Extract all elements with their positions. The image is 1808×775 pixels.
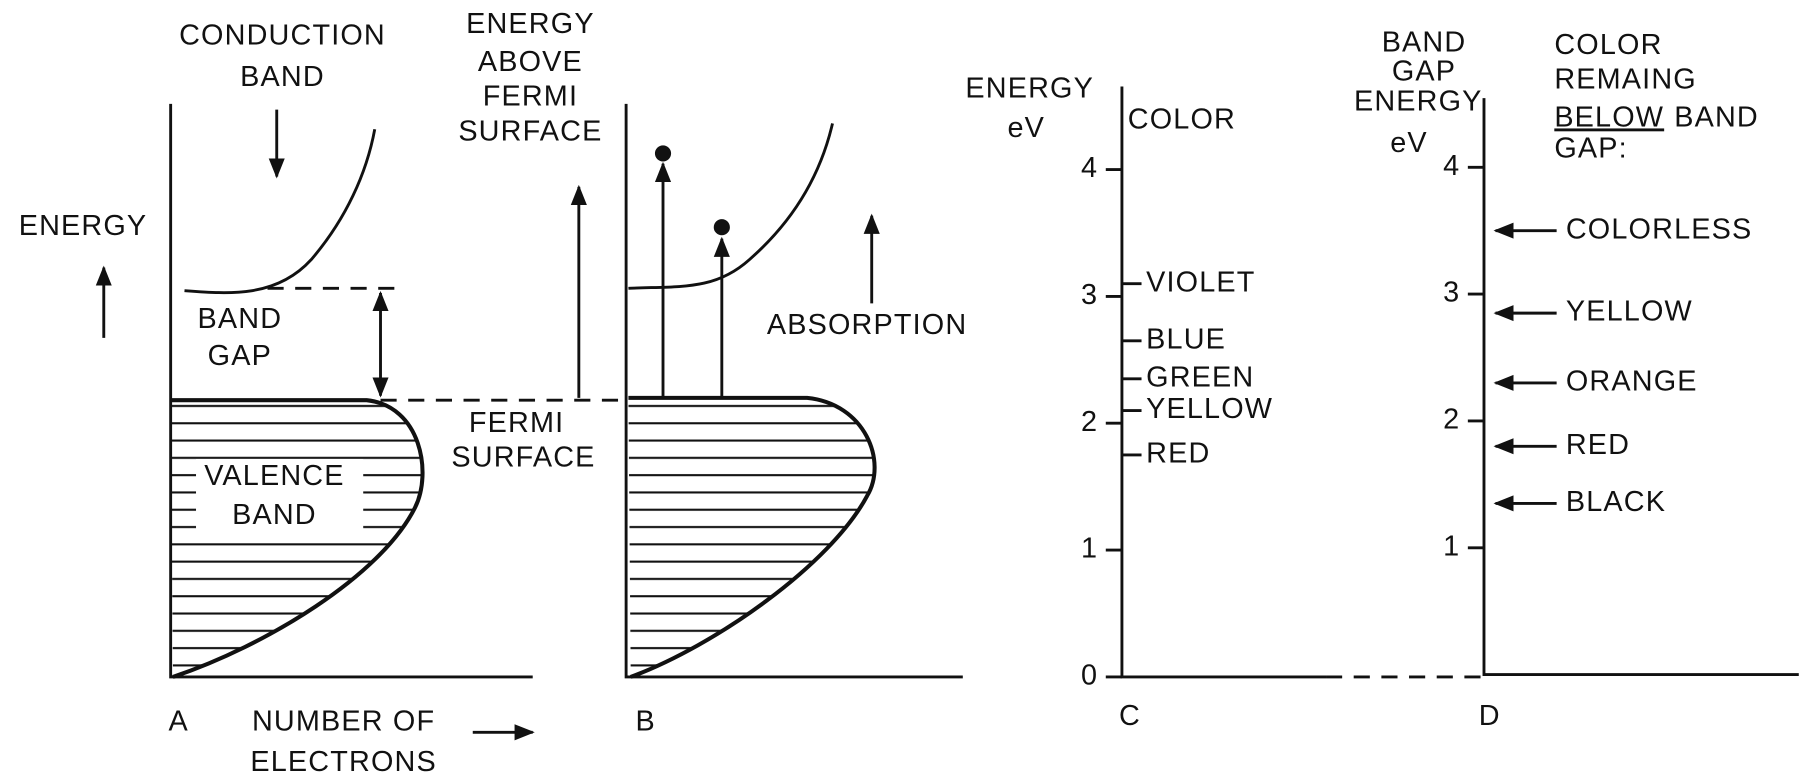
label: BAND: [1382, 26, 1467, 58]
color-label: RED: [1146, 438, 1210, 470]
label: COLOR: [1128, 104, 1236, 136]
label: CONDUCTION: [179, 20, 386, 52]
color-label: COLORLESS: [1566, 213, 1753, 245]
label: B: [636, 706, 656, 738]
fermi: ENERGY ABOVE FERMI SURFACE FERMI SURFACE: [451, 8, 602, 474]
tick-label: 4: [1443, 150, 1460, 182]
tick-label: 1: [1081, 533, 1098, 565]
label: ENERGY: [466, 8, 595, 40]
color-label: VIOLET: [1146, 266, 1255, 298]
tick-label: 4: [1081, 152, 1098, 184]
label: eV: [1390, 127, 1428, 159]
label: GAP:: [1554, 133, 1627, 165]
tick-label: 0: [1081, 660, 1098, 692]
label: ABOVE: [478, 46, 583, 78]
color-label: YELLOW: [1146, 393, 1273, 425]
label: FERMI: [483, 81, 578, 113]
label: C: [1119, 700, 1141, 732]
label: FERMI: [469, 407, 564, 439]
tick-label: 1: [1443, 530, 1460, 562]
label: BAND: [1674, 101, 1759, 133]
label: VALENCE: [204, 460, 344, 492]
label: ENERGY: [965, 73, 1094, 105]
color-label: ORANGE: [1566, 365, 1698, 397]
label: ENERGY: [19, 210, 148, 242]
label: ENERGY: [1354, 85, 1483, 117]
label: SURFACE: [458, 115, 602, 147]
label: GAP: [1392, 55, 1456, 87]
label: BAND: [198, 303, 283, 335]
label: ABSORPTION: [767, 309, 967, 341]
label: BELOW: [1554, 101, 1664, 133]
tick-label: 3: [1081, 279, 1098, 311]
label: COLOR: [1554, 29, 1662, 61]
tick-label: 3: [1443, 277, 1460, 309]
color-label: BLUE: [1146, 323, 1226, 355]
label: BAND: [232, 499, 317, 531]
color-label: YELLOW: [1566, 296, 1693, 328]
tick-label: 2: [1443, 404, 1460, 436]
color-label: RED: [1566, 429, 1630, 461]
label: SURFACE: [451, 442, 595, 474]
tick-label: 2: [1081, 406, 1098, 438]
label: GAP: [208, 340, 272, 372]
panel-d: BAND GAP ENERGY eV COLOR REMAING BELOW B…: [1354, 26, 1799, 732]
label: eV: [1007, 112, 1045, 144]
panel-b: ABSORPTION B: [624, 103, 967, 738]
color-label: GREEN: [1146, 361, 1254, 393]
label: D: [1479, 700, 1501, 732]
label: REMAING: [1554, 63, 1697, 95]
label: A: [169, 706, 189, 738]
label: NUMBER OF: [252, 706, 435, 738]
label: BAND: [240, 61, 325, 93]
label: ELECTRONS: [250, 746, 436, 775]
color-label: BLACK: [1566, 486, 1666, 518]
panel-c: ENERGY eV COLOR C 0 1 2 3 4 VIOLET BLUE GREENYE…: [965, 73, 1484, 732]
